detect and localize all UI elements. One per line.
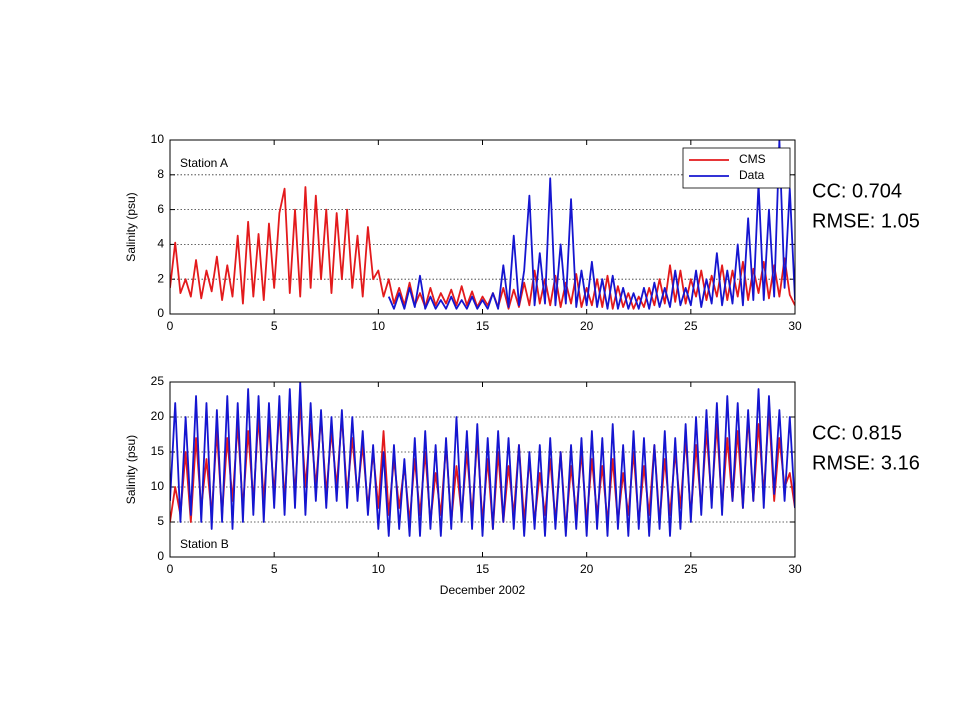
legend-box <box>682 147 791 189</box>
station-label: Station B <box>180 537 229 551</box>
legend-label: Data <box>739 168 765 182</box>
axes-frame <box>169 381 796 558</box>
stat-text: RMSE: 3.16 <box>812 452 920 474</box>
axes-frame <box>169 139 796 315</box>
y-axis-label: Salinity (psu) <box>124 192 138 261</box>
x-tick-label: 20 <box>580 319 594 333</box>
y-tick-label: 10 <box>151 479 165 493</box>
x-tick-label: 30 <box>788 319 802 333</box>
x-tick-label: 5 <box>271 319 278 333</box>
x-tick-label: 0 <box>167 319 174 333</box>
stat-text: CC: 0.704 <box>812 180 902 202</box>
x-tick-label: 15 <box>476 319 490 333</box>
y-tick-label: 10 <box>151 132 165 146</box>
x-tick-label: 20 <box>580 562 594 576</box>
x-tick-label: 10 <box>372 562 386 576</box>
x-axis-label: December 2002 <box>440 583 526 597</box>
y-tick-label: 4 <box>157 237 164 251</box>
stat-text: CC: 0.815 <box>812 422 902 444</box>
series-line <box>170 186 795 310</box>
y-tick-label: 5 <box>157 514 164 528</box>
x-tick-label: 25 <box>684 319 698 333</box>
y-tick-label: 20 <box>151 409 165 423</box>
x-tick-label: 25 <box>684 562 698 576</box>
series-line <box>387 140 795 310</box>
y-tick-label: 8 <box>157 167 164 181</box>
station-label: Station A <box>180 156 228 170</box>
y-tick-label: 6 <box>157 202 164 216</box>
x-tick-label: 5 <box>271 562 278 576</box>
y-tick-label: 2 <box>157 271 164 285</box>
y-tick-label: 25 <box>151 374 165 388</box>
series-line <box>170 382 795 537</box>
y-tick-label: 15 <box>151 444 165 458</box>
x-tick-label: 15 <box>476 562 490 576</box>
x-tick-label: 0 <box>167 562 174 576</box>
x-tick-label: 30 <box>788 562 802 576</box>
y-tick-label: 0 <box>157 306 164 320</box>
y-tick-label: 0 <box>157 549 164 563</box>
y-axis-label: Salinity (psu) <box>124 435 138 504</box>
legend-label: CMS <box>739 152 766 166</box>
x-tick-label: 10 <box>372 319 386 333</box>
stat-text: RMSE: 1.05 <box>812 210 920 232</box>
